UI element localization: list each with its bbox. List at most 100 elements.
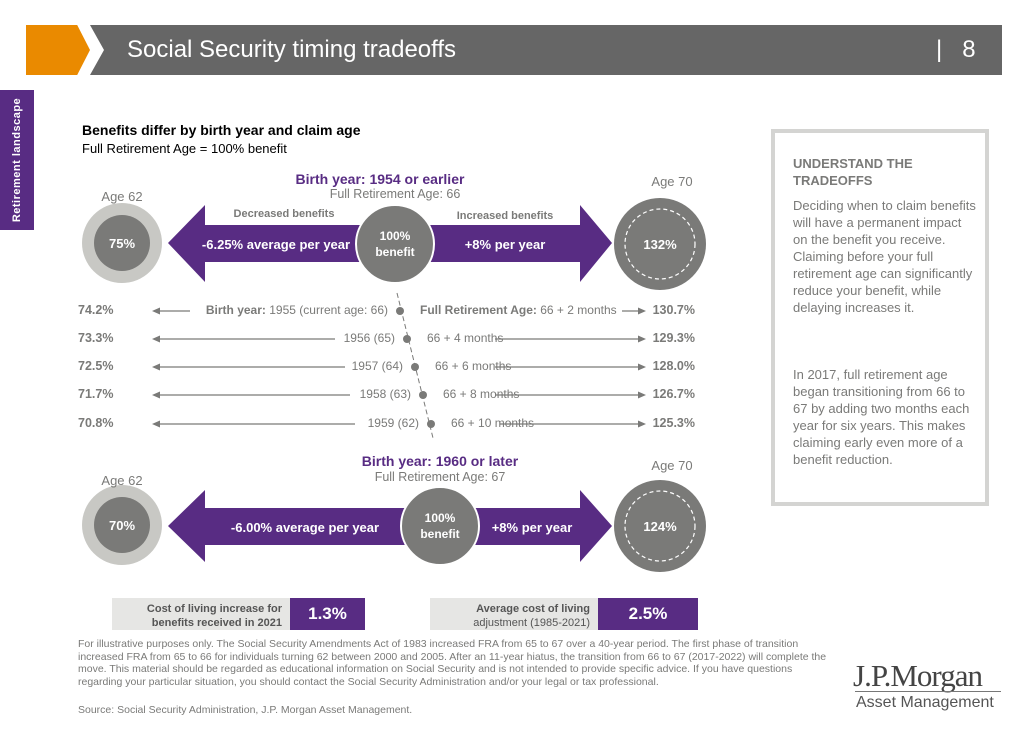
- age70-label-2: Age 70: [651, 458, 693, 473]
- separator: |: [936, 36, 943, 63]
- jpmorgan-logo: J.P.Morgan: [853, 658, 983, 693]
- age70-dashed-ring: [624, 208, 696, 280]
- birth-year-row-label: 1958 (63): [360, 387, 411, 401]
- age62-value: 75%: [108, 236, 136, 251]
- fra-value: 66 + 6 months: [435, 359, 512, 373]
- fra-label: Full Retirement Age: 66: [329, 187, 461, 201]
- increase-arrow: [420, 205, 612, 282]
- age62-inner-circle: [94, 215, 150, 271]
- fra-value: 66 + 10 months: [451, 416, 535, 430]
- stat-label-1-line2: benefits received in 2021: [151, 617, 282, 629]
- fra-value: 66 + 4 months: [427, 331, 504, 345]
- fra-row-label: 66 + 6 months: [435, 359, 511, 373]
- timeline-dot: [411, 363, 419, 371]
- increased-benefit-value: 128.0%: [652, 359, 695, 373]
- decrease-arrow-2: [168, 490, 420, 562]
- birth-year-heading-2: Birth year: 1960 or later: [362, 453, 518, 469]
- fra-prefix: Full Retirement Age:: [420, 303, 537, 317]
- section-tab: Retirement landscape: [0, 90, 34, 230]
- increase-arrow-2: [460, 490, 612, 562]
- page-number-value: 8: [962, 36, 976, 63]
- timeline-dot: [419, 391, 427, 399]
- fra-value: 66 + 8 months: [443, 387, 520, 401]
- reduced-benefit-value: 70.8%: [78, 416, 114, 430]
- birth-year-row-label: 1959 (62): [368, 416, 419, 430]
- left-rate-2: -6.00% average per year: [230, 520, 380, 535]
- stat-value-1: 1.3%: [290, 598, 365, 630]
- center-label-2: 100% benefit: [420, 510, 459, 542]
- right-arrow-head: [638, 391, 646, 399]
- birth-year: 1956 (65): [343, 331, 395, 345]
- decreased-label: Decreased benefits: [233, 208, 335, 220]
- right-arrow-head: [638, 335, 646, 343]
- reduced-benefit-value: 73.3%: [78, 331, 114, 345]
- birth-year: 1957 (64): [351, 359, 403, 373]
- panel-paragraph-2: In 2017, full retirement age began trans…: [793, 367, 970, 467]
- birth-year-row-label: Birth year: 1955 (current age: 66): [206, 303, 388, 317]
- stat-label-2-line2: adjustment (1985-2021): [473, 617, 590, 629]
- left-arrow-head: [152, 335, 160, 343]
- decrease-arrow: [168, 205, 370, 282]
- birth-prefix: Birth year:: [205, 303, 266, 317]
- page-title: Social Security timing tradeoffs: [127, 36, 457, 63]
- age70-circle-2: [614, 480, 706, 572]
- age70-circle: [614, 198, 706, 290]
- birth-year-row-label: 1957 (64): [352, 359, 403, 373]
- panel-paragraph-1: Deciding when to claim benefits will hav…: [793, 198, 976, 315]
- center-pct: 100%: [379, 229, 411, 243]
- age70-label: Age 70: [651, 174, 693, 189]
- left-arrow-head: [152, 307, 160, 315]
- birth-year: 1955 (current age: 66): [269, 303, 388, 317]
- fra-row-label: 66 + 8 months: [443, 387, 519, 401]
- birth-year: 1959 (62): [367, 416, 419, 430]
- timeline-dot: [403, 335, 411, 343]
- birth-year: 1958 (63): [359, 387, 411, 401]
- age62-label: Age 62: [101, 189, 143, 204]
- increased-label: Increased benefits: [456, 210, 554, 222]
- tradeoffs-panel: UNDERSTAND THE TRADEOFFS Deciding when t…: [771, 129, 989, 506]
- panel-title: UNDERSTAND THE TRADEOFFS: [793, 156, 913, 188]
- center-pct-2: 100%: [424, 511, 456, 525]
- center-circle-2: [400, 486, 480, 566]
- center-circle: [355, 204, 435, 284]
- chart-heading: Benefits differ by birth year and claim …: [82, 122, 361, 138]
- birth-year-value: 1954 or earlier: [369, 171, 465, 187]
- right-rate-2: +8% per year: [491, 520, 573, 535]
- age70-dashed-ring-2: [624, 490, 696, 562]
- left-arrow-head: [152, 391, 160, 399]
- source-note: Source: Social Security Administration, …: [78, 704, 413, 716]
- fra-label-2: Full Retirement Age: 67: [374, 470, 506, 484]
- stat-label-1-line1: Cost of living increase for: [146, 603, 282, 615]
- reduced-benefit-value: 74.2%: [78, 303, 114, 317]
- logo-divider: [855, 691, 1001, 692]
- stat-label-2: Average cost of living adjustment (1985-2…: [430, 598, 598, 630]
- center-label: 100% benefit: [375, 228, 414, 260]
- center-text-2: benefit: [420, 527, 460, 541]
- stat-label-1: Cost of living increase for benefits rece…: [112, 598, 290, 630]
- chart-subheading: Full Retirement Age = 100% benefit: [82, 141, 287, 156]
- stat-value-2: 2.5%: [598, 598, 698, 630]
- birth-year-heading: Birth year: 1954 or earlier: [296, 171, 465, 187]
- header-bar: [90, 25, 1002, 75]
- header-accent: [26, 25, 90, 75]
- age62-value-2: 70%: [108, 518, 136, 533]
- timeline-dot: [396, 307, 404, 315]
- stat-label-2-line1: Average cost of living: [476, 603, 590, 615]
- reduced-benefit-value: 71.7%: [78, 387, 114, 401]
- increased-benefit-value: 126.7%: [652, 387, 695, 401]
- left-rate: -6.25% average per year: [201, 237, 351, 252]
- increased-benefit-value: 130.7%: [652, 303, 695, 317]
- left-arrow-head: [152, 420, 160, 428]
- right-arrow-head: [638, 420, 646, 428]
- fra-row-label: Full Retirement Age: 66 + 2 months: [420, 303, 617, 317]
- birth-year-value-2: 1960 or later: [435, 453, 519, 469]
- fra-row-label: 66 + 4 months: [427, 331, 503, 345]
- age62-label-2: Age 62: [101, 473, 143, 488]
- right-rate: +8% per year: [464, 237, 546, 252]
- fra-value: 66 + 2 months: [540, 303, 617, 317]
- fra-row-label: 66 + 10 months: [451, 416, 534, 430]
- right-arrow-head: [638, 363, 646, 371]
- age70-value: 132%: [643, 237, 677, 252]
- age70-value-2: 124%: [643, 519, 677, 534]
